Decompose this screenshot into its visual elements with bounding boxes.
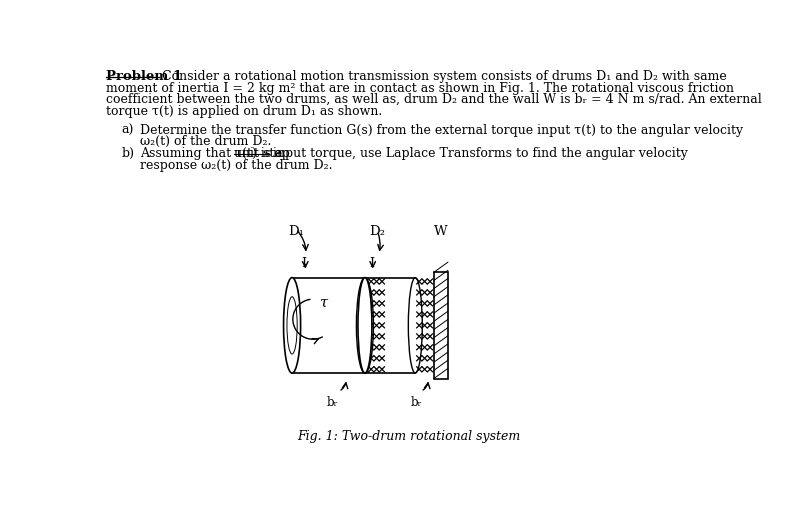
Text: response ω₂(t) of the drum D₂.: response ω₂(t) of the drum D₂. bbox=[140, 158, 332, 171]
Text: bᵣ: bᵣ bbox=[411, 395, 423, 408]
Text: I: I bbox=[369, 257, 374, 270]
Ellipse shape bbox=[358, 278, 372, 373]
Text: b): b) bbox=[121, 146, 134, 160]
Text: Problem 1: Problem 1 bbox=[106, 70, 182, 83]
Text: ω₂(t) of the drum D₂.: ω₂(t) of the drum D₂. bbox=[140, 135, 272, 148]
Bar bbox=[434, 273, 448, 379]
Text: moment of inertia I = 2 kg m² that are in contact as shown in Fig. 1. The rotati: moment of inertia I = 2 kg m² that are i… bbox=[106, 81, 734, 94]
Text: I: I bbox=[301, 257, 306, 270]
Text: Fig. 1: Two-drum rotational system: Fig. 1: Two-drum rotational system bbox=[297, 429, 521, 442]
Text: Consider a rotational motion transmission system consists of drums D₁ and D₂ wit: Consider a rotational motion transmissio… bbox=[162, 70, 726, 83]
Text: bᵣ: bᵣ bbox=[327, 395, 339, 408]
Text: input torque, use Laplace Transforms to find the angular velocity: input torque, use Laplace Transforms to … bbox=[269, 146, 688, 160]
Text: a): a) bbox=[121, 124, 134, 136]
Ellipse shape bbox=[284, 278, 300, 373]
Text: Assuming that τ(t) is a: Assuming that τ(t) is a bbox=[140, 146, 287, 160]
Text: Determine the transfer function G(s) from the external torque input τ(t) to the : Determine the transfer function G(s) fro… bbox=[140, 124, 743, 136]
Text: coefficient between the two drums, as well as, drum D₂ and the wall W is bᵣ = 4 : coefficient between the two drums, as we… bbox=[106, 93, 761, 106]
Text: τ: τ bbox=[319, 295, 328, 309]
Text: W: W bbox=[434, 224, 447, 237]
Text: D₂: D₂ bbox=[369, 224, 385, 237]
Text: D₁: D₁ bbox=[288, 224, 304, 237]
Text: torque τ(t) is applied on drum D₁ as shown.: torque τ(t) is applied on drum D₁ as sho… bbox=[106, 105, 383, 117]
Text: unit step: unit step bbox=[234, 146, 290, 160]
